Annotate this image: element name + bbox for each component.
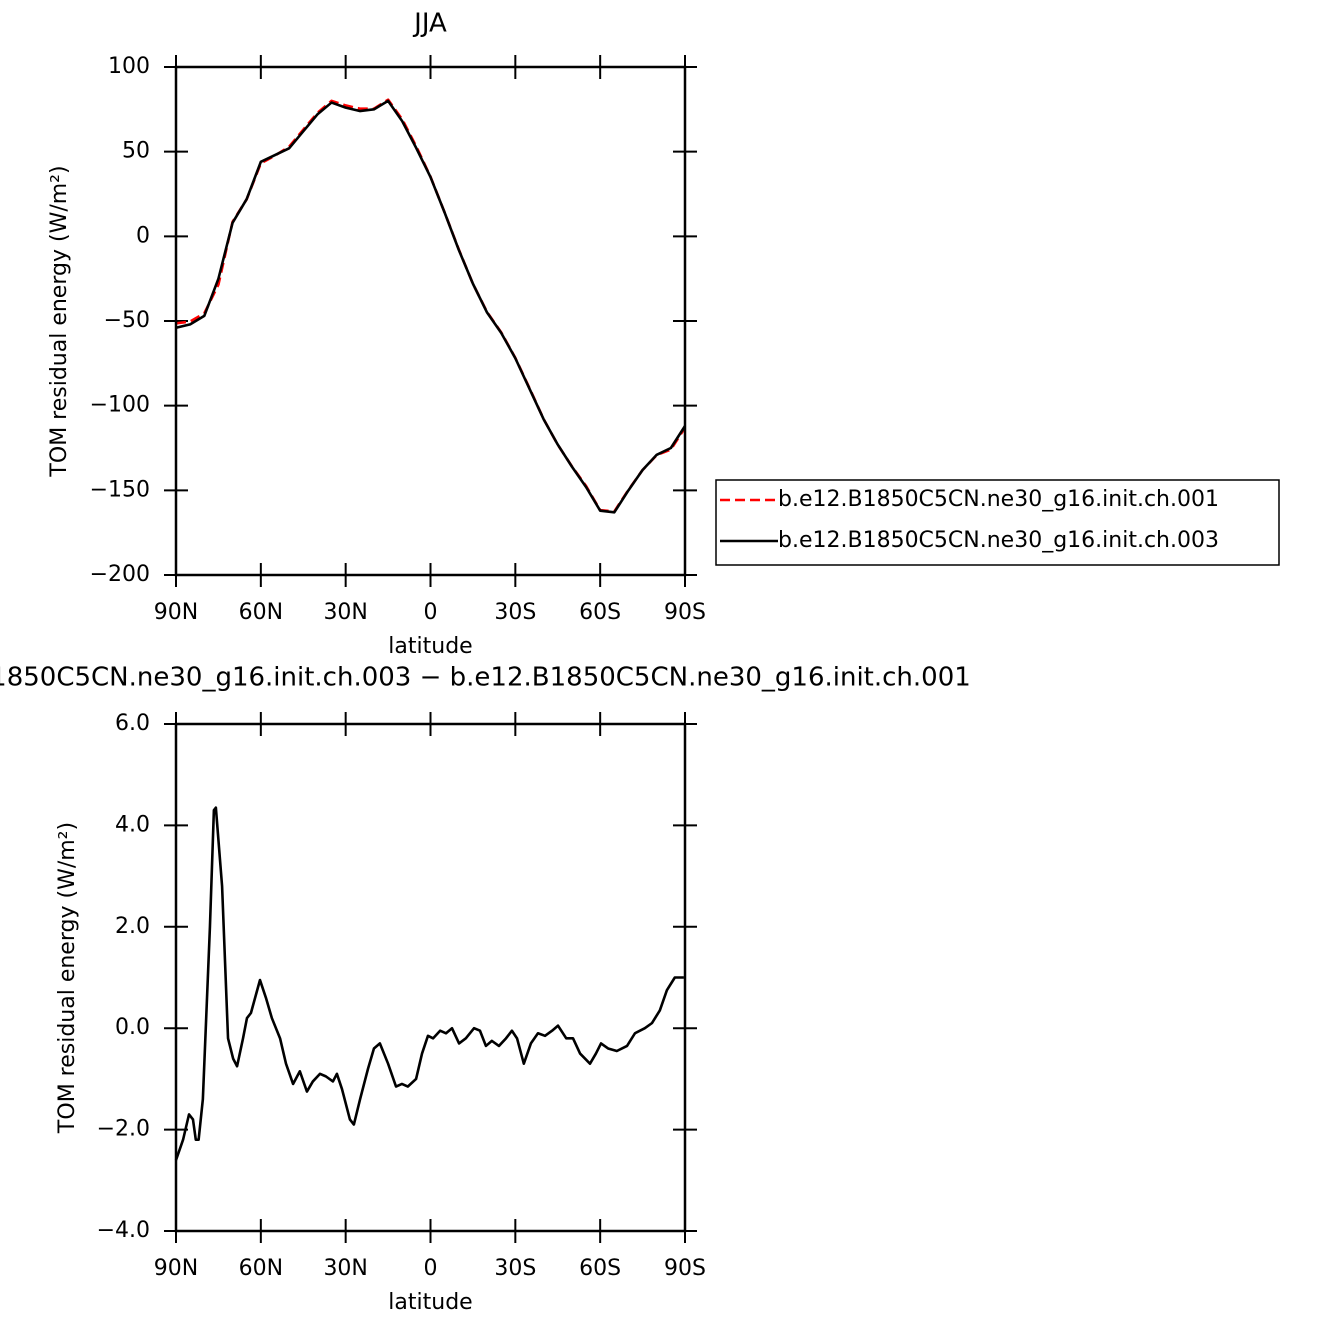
x-axis-label: latitude [388, 1290, 472, 1315]
y-axis-label: TOM residual energy (W/m²) [47, 165, 72, 477]
x-tick-label: 60N [239, 1256, 283, 1281]
y-tick-label: 2.0 [115, 914, 150, 939]
line-series [175, 99, 687, 514]
y-tick-label: −150 [90, 477, 150, 502]
y-tick-label: 50 [122, 139, 150, 164]
x-axis-label: latitude [388, 634, 472, 659]
y-tick-label: 0.0 [115, 1015, 150, 1040]
y-tick-label: 0 [136, 223, 150, 248]
x-tick-label: 90N [154, 600, 198, 625]
y-tick-label: 100 [108, 54, 150, 79]
y-tick-label: −2.0 [97, 1117, 150, 1142]
plot-frame [174, 65, 687, 577]
legend-label: b.e12.B1850C5CN.ne30_g16.init.ch.003 [778, 528, 1219, 553]
line-series [174, 806, 684, 1161]
x-tick-label: 90S [664, 600, 706, 625]
x-tick-label: 30N [323, 1256, 367, 1281]
chart-title: JJA [412, 9, 447, 39]
plot-frame [174, 722, 687, 1233]
y-tick-label: −50 [104, 308, 150, 333]
x-tick-label: 60N [239, 600, 283, 625]
legend-box [715, 479, 1280, 566]
x-tick-label: 90N [154, 1256, 198, 1281]
y-tick-label: −200 [90, 562, 150, 587]
x-tick-label: 30N [323, 600, 367, 625]
chart-title: b.e12.B1850C5CN.ne30_g16.init.ch.003 − b… [0, 663, 971, 693]
x-tick-label: 60S [579, 1256, 621, 1281]
legend-label: b.e12.B1850C5CN.ne30_g16.init.ch.001 [778, 487, 1219, 512]
x-tick-label: 30S [494, 1256, 536, 1281]
x-tick-label: 30S [494, 600, 536, 625]
y-tick-label: −4.0 [97, 1218, 150, 1243]
line-series [175, 98, 687, 513]
y-axis-label: TOM residual energy (W/m²) [55, 822, 80, 1134]
x-tick-label: 0 [424, 600, 438, 625]
x-tick-label: 90S [664, 1256, 706, 1281]
x-tick-label: 0 [424, 1256, 438, 1281]
y-tick-label: −100 [90, 393, 150, 418]
y-tick-label: 4.0 [115, 812, 150, 837]
x-tick-label: 60S [579, 600, 621, 625]
y-tick-label: 6.0 [115, 711, 150, 736]
